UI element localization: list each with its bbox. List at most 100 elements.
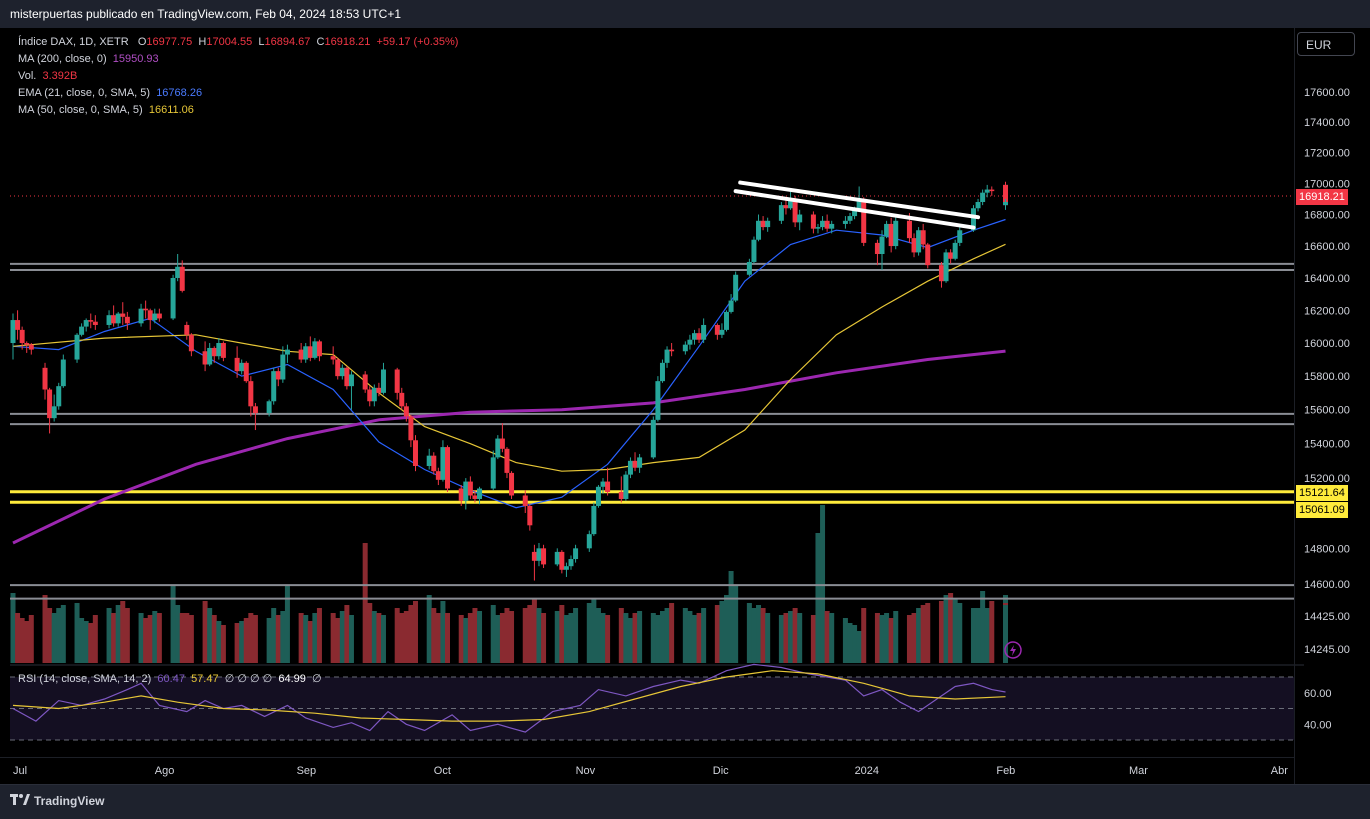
volume-bar	[911, 613, 917, 663]
candle-body	[435, 471, 441, 480]
volume-bar	[714, 605, 720, 663]
volume-bar	[888, 618, 894, 663]
candle-body	[10, 320, 16, 344]
time-axis-label: 2024	[855, 765, 879, 777]
volume-bar	[984, 608, 990, 663]
candle-body	[756, 220, 762, 240]
volume-value: 3.392B	[42, 70, 78, 82]
candle-body	[367, 389, 373, 402]
volume-bar	[179, 613, 185, 663]
symbol-label[interactable]: Índice DAX, 1D, XETR	[18, 36, 129, 48]
volume-bar	[220, 625, 226, 663]
candle-body	[106, 315, 112, 325]
volume-bar	[975, 608, 981, 663]
volume-bar	[115, 605, 121, 663]
candle-body	[316, 341, 322, 357]
candle-body	[760, 220, 766, 228]
volume-bar	[522, 608, 528, 663]
volume-bar	[527, 605, 533, 663]
candle-body	[339, 367, 345, 377]
volume-bar	[563, 615, 569, 663]
volume-bar	[152, 611, 158, 663]
volume-bar	[467, 613, 473, 663]
candle-body	[655, 381, 661, 420]
volume-bar	[728, 571, 734, 663]
candle-body	[156, 313, 162, 319]
volume-bar	[879, 615, 885, 663]
volume-bar	[380, 615, 386, 663]
volume-bar	[952, 598, 958, 663]
candle-body	[60, 359, 66, 387]
volume-bar	[312, 613, 318, 663]
chart-area[interactable]: 17600.00 17400.00 17200.00 17000.00 16800.00…	[10, 28, 1350, 777]
level-price-tag-1: 15121.64	[1296, 485, 1348, 501]
volume-bar	[124, 608, 130, 663]
rsi-ma-value: 57.47	[191, 673, 219, 685]
volume-bar	[394, 608, 400, 663]
legend-volume-row[interactable]: Vol. 3.392B	[18, 68, 458, 85]
candle-body	[188, 334, 194, 352]
rsi-axis-label: 40.00	[1304, 719, 1332, 731]
volume-bar	[751, 608, 757, 663]
candle-body	[623, 474, 629, 499]
volume-bar	[19, 618, 25, 663]
volume-bar	[600, 613, 606, 663]
volume-bar	[627, 618, 633, 663]
currency-button[interactable]: EUR	[1297, 32, 1355, 56]
candle-body	[568, 559, 574, 567]
tradingview-brand[interactable]: TradingView	[10, 794, 104, 808]
volume-bar	[239, 621, 245, 663]
volume-bar	[970, 608, 976, 663]
volume-bar	[509, 611, 515, 663]
candle-body	[691, 333, 697, 340]
volume-bar	[847, 623, 853, 663]
candle-body	[637, 457, 643, 468]
volume-bar	[943, 595, 949, 663]
price-chart[interactable]: 17600.00 17400.00 17200.00 17000.00 16800.00…	[10, 28, 1370, 785]
ema21-label: EMA (21, close, 0, SMA, 5)	[18, 87, 151, 99]
candle-body	[477, 488, 483, 499]
volume-bar	[367, 603, 373, 663]
volume-bar	[948, 593, 954, 663]
price-axis-label: 17000.00	[1304, 178, 1350, 190]
volume-bar	[248, 613, 254, 663]
candle-body	[380, 369, 386, 393]
footer-separator	[0, 784, 1370, 785]
volume-bar	[797, 613, 803, 663]
volume-bar	[504, 608, 510, 663]
candle-body	[682, 344, 688, 352]
legend-ma50-row[interactable]: MA (50, close, 0, SMA, 5) 16611.06	[18, 102, 458, 119]
candle-body	[170, 277, 176, 319]
candle-body	[394, 369, 400, 393]
rsi-legend[interactable]: RSI (14, close, SMA, 14, 2) 60.47 57.47 …	[18, 672, 322, 685]
candle-body	[879, 236, 885, 255]
candle-body	[829, 223, 835, 229]
candle-body	[220, 343, 226, 358]
price-axis-label: 15200.00	[1304, 473, 1350, 485]
candle-body	[957, 230, 963, 243]
candle-body	[458, 488, 464, 501]
publisher-bar: misterpuertas publicado en TradingView.c…	[0, 0, 1370, 28]
candle-body	[920, 230, 926, 245]
volume-bar	[682, 608, 688, 663]
candle-body	[79, 326, 85, 335]
time-axis-label: Sep	[297, 765, 317, 777]
candle-body	[499, 438, 505, 449]
volume-bar	[106, 608, 112, 663]
candle-body	[938, 265, 944, 282]
legend-ema21-row[interactable]: EMA (21, close, 0, SMA, 5) 16768.26	[18, 85, 458, 102]
volume-bar	[51, 613, 57, 663]
candle-body	[664, 349, 670, 363]
candle-body	[911, 238, 917, 253]
volume-bar	[298, 613, 304, 663]
time-axis-label: Feb	[996, 765, 1015, 777]
volume-bar	[874, 613, 880, 663]
price-axis-label: 17400.00	[1304, 117, 1350, 129]
candle-body	[970, 208, 976, 231]
volume-bar	[56, 608, 62, 663]
legend-ma200-row[interactable]: MA (200, close, 0) 15950.93	[18, 51, 458, 68]
candle-body	[1003, 202, 1008, 206]
candle-body	[266, 401, 272, 414]
volume-bar	[554, 611, 560, 663]
candle-body	[888, 223, 894, 247]
